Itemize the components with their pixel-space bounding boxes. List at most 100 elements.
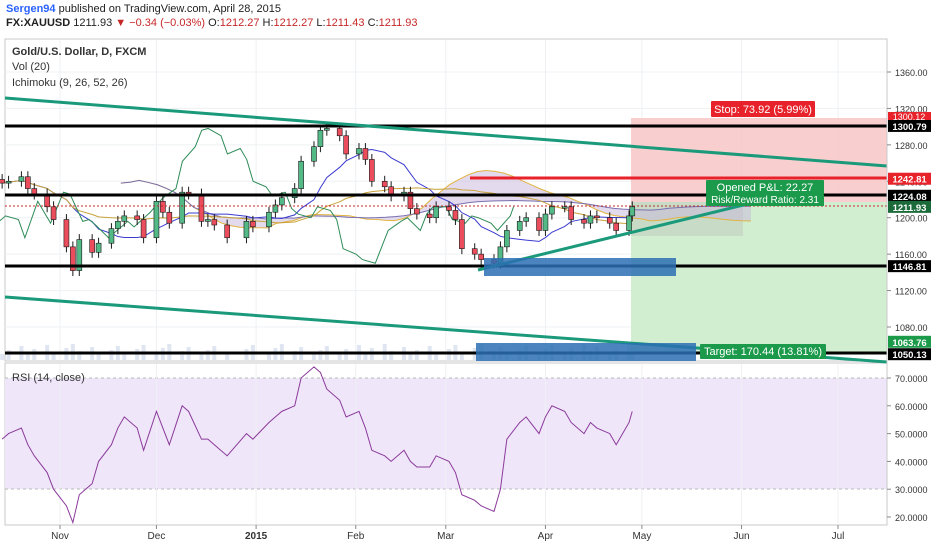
price-label-text: 1146.81: [893, 262, 928, 273]
price-tick-label: 1320.00: [895, 104, 928, 114]
time-tick-label: Dec: [148, 531, 166, 542]
candle-body: [626, 215, 632, 231]
price-label-box: [888, 119, 931, 132]
price-label-text: 1211.93: [893, 203, 927, 214]
header-line-2: FX:XAUUSD 1211.93 ▼ −0.34 (−0.03%) O:121…: [6, 17, 418, 29]
price-axis[interactable]: 1360.001320.001280.001240.001200.001160.…: [886, 39, 928, 525]
opened-pl-box: [706, 180, 824, 195]
candle-body: [336, 128, 343, 137]
rsi-tick-label: 70.0000: [895, 374, 928, 384]
candle-body: [369, 159, 375, 182]
price-tick-label: 1080.00: [895, 323, 928, 333]
volume-bar: [311, 354, 316, 360]
stop-label-box: [711, 101, 815, 117]
rsi-tick-label: 60.0000: [895, 402, 928, 412]
rsi-legend[interactable]: RSI (14, close): [12, 372, 85, 384]
high-label: H:: [262, 17, 274, 29]
candle-body: [317, 129, 324, 147]
candle-body: [459, 219, 465, 249]
volume-bar: [25, 353, 30, 360]
candle-body: [153, 201, 160, 239]
candle-body: [166, 211, 173, 224]
tenkan-line: [2, 149, 633, 242]
rising-trendline[interactable]: [477, 194, 781, 272]
candle-body: [179, 191, 185, 224]
volume-legend[interactable]: Vol (20): [12, 61, 50, 73]
close-value: 1211.93: [378, 17, 418, 29]
rsi-axis[interactable]: 70.0000 60.0000 50.0000 40.0000 30.0000 20.00…: [887, 374, 928, 523]
candle-body: [561, 206, 568, 209]
candle-body: [381, 180, 388, 188]
candle-body: [471, 248, 478, 255]
low-value: 1211.43: [325, 17, 365, 29]
price-label-box: [888, 335, 931, 348]
author-name[interactable]: Sergen94: [6, 3, 56, 15]
volume-bar: [180, 351, 185, 360]
candle-body: [549, 206, 555, 215]
symbol-title[interactable]: Gold/U.S. Dollar, D, FXCM: [12, 46, 147, 58]
price-tick-label: 1200.00: [895, 214, 928, 224]
price-label-text: 1063.76: [892, 338, 926, 349]
target-zone-box[interactable]: [476, 343, 696, 361]
candle-body: [407, 191, 414, 209]
volume-bar: [459, 352, 464, 360]
candle-body: [452, 210, 459, 220]
volume-bar: [0, 354, 5, 360]
candle-body: [613, 222, 619, 231]
price-label-text: 1050.13: [892, 350, 926, 361]
time-tick-label: 2015: [245, 531, 268, 542]
time-tick-label: Jul: [832, 531, 845, 542]
symbol-name[interactable]: FX:XAUUSD: [6, 17, 71, 29]
time-tick-label: Nov: [51, 531, 69, 542]
published-text: published on TradingView.com, April 28, …: [58, 3, 281, 15]
volume-bar: [318, 350, 323, 360]
open-value: 1212.27: [219, 17, 260, 29]
candle-body: [581, 219, 587, 224]
candle-body: [343, 135, 349, 155]
price-tick-label: 1120.00: [895, 287, 927, 297]
ichimoku-legend[interactable]: Ichimoku (9, 26, 52, 26): [12, 77, 128, 89]
opened-pl-label: Opened P&L: 22.27: [717, 182, 814, 194]
support-zone-box[interactable]: [484, 258, 676, 276]
open-label: O:: [208, 17, 220, 29]
candle-body: [478, 253, 484, 260]
channel-upper-line[interactable]: [4, 96, 888, 168]
volume-bar: [77, 351, 82, 360]
candle-body: [279, 197, 285, 206]
stop-label: Stop: 73.92 (5.99%): [714, 104, 812, 116]
candle-body: [76, 239, 83, 271]
candle-body: [211, 219, 218, 226]
time-tick-label: Mar: [437, 531, 455, 542]
volume-bar: [199, 354, 204, 360]
volume-bar: [389, 351, 394, 360]
candle-body: [568, 206, 574, 220]
candle-body: [134, 215, 140, 220]
candle-body: [298, 160, 304, 189]
volume-bar: [122, 353, 127, 360]
volume-bar: [434, 353, 439, 360]
candle-body: [25, 176, 31, 189]
price-change: ▼ −0.34 (−0.03%): [115, 17, 206, 29]
time-tick-label: Jun: [733, 531, 749, 542]
time-axis[interactable]: Nov Dec 2015 Feb Mar Apr May Jun Jul: [5, 524, 887, 542]
volume-bar: [6, 350, 11, 360]
rsi-tick-label: 20.0000: [895, 513, 928, 523]
rsi-tick-label: 40.0000: [895, 457, 928, 467]
price-label-box: [888, 260, 931, 273]
candle-body: [0, 179, 5, 184]
candle-body: [89, 239, 95, 253]
price-label-box: [888, 172, 931, 185]
candle-body: [198, 193, 205, 222]
price-tick-label: 1360.00: [895, 68, 928, 78]
candle-body: [542, 213, 549, 231]
volume-bar: [109, 350, 114, 360]
price-tick-label: 1160.00: [895, 250, 927, 260]
candle-body: [414, 208, 420, 215]
candle-body: [362, 148, 369, 160]
volume-bar: [51, 352, 56, 360]
volume-bar: [292, 351, 297, 360]
candle-body: [324, 128, 330, 131]
candle-body: [356, 148, 362, 155]
price-label-box: [888, 348, 931, 361]
